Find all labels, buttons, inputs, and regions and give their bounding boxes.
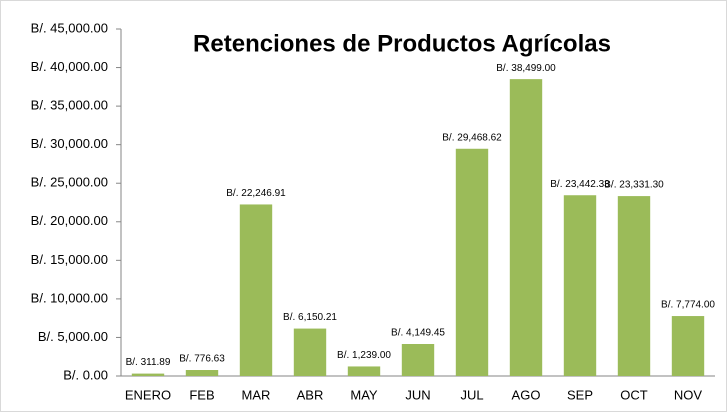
bar — [671, 316, 705, 376]
chart-title: Retenciones de Productos Agrícolas — [193, 30, 611, 57]
bar — [293, 328, 327, 376]
y-tick-label: B/. 0.00 — [63, 367, 108, 382]
bar — [347, 366, 381, 376]
bar — [455, 148, 489, 376]
bar — [185, 370, 219, 376]
x-tick-label: MAY — [350, 387, 378, 402]
x-tick-label: ABR — [297, 387, 324, 402]
y-tick-label: B/. 40,000.00 — [31, 59, 108, 74]
x-tick-label: SEP — [567, 387, 593, 402]
value-label: B/. 29,468.62 — [442, 132, 502, 143]
x-tick-label: JUN — [405, 387, 430, 402]
value-label: B/. 7,774.00 — [661, 300, 715, 311]
x-tick-label: AGO — [512, 387, 541, 402]
y-tick-label: B/. 45,000.00 — [31, 20, 108, 35]
x-tick-label: ENERO — [125, 387, 171, 402]
value-label: B/. 311.89 — [126, 357, 171, 368]
y-tick-label: B/. 5,000.00 — [38, 329, 108, 344]
y-tick-label: B/. 25,000.00 — [31, 175, 108, 190]
bar — [401, 344, 435, 376]
value-label: B/. 1,239.00 — [337, 350, 391, 361]
y-tick-label: B/. 15,000.00 — [31, 252, 108, 267]
x-tick-label: NOV — [674, 387, 703, 402]
y-tick-label: B/. 35,000.00 — [31, 98, 108, 113]
y-tick-label: B/. 10,000.00 — [31, 290, 108, 305]
x-tick-label: JUL — [460, 387, 483, 402]
value-label: B/. 6,150.21 — [283, 312, 337, 323]
bar — [563, 195, 597, 376]
value-label: B/. 23,331.30 — [604, 180, 664, 191]
value-label: B/. 4,149.45 — [391, 328, 445, 339]
x-tick-label: MAR — [242, 387, 271, 402]
value-label: B/. 776.63 — [179, 354, 225, 365]
y-tick-label: B/. 30,000.00 — [31, 136, 108, 151]
bar — [509, 79, 543, 376]
bar — [239, 204, 273, 376]
value-label: B/. 23,442.33 — [550, 179, 610, 190]
x-tick-label: FEB — [189, 387, 214, 402]
y-tick-label: B/. 20,000.00 — [31, 213, 108, 228]
x-tick-label: OCT — [620, 387, 648, 402]
value-label: B/. 38,499.00 — [496, 63, 556, 74]
value-label: B/. 22,246.91 — [226, 188, 286, 199]
bar — [131, 373, 165, 376]
bar — [617, 196, 651, 376]
